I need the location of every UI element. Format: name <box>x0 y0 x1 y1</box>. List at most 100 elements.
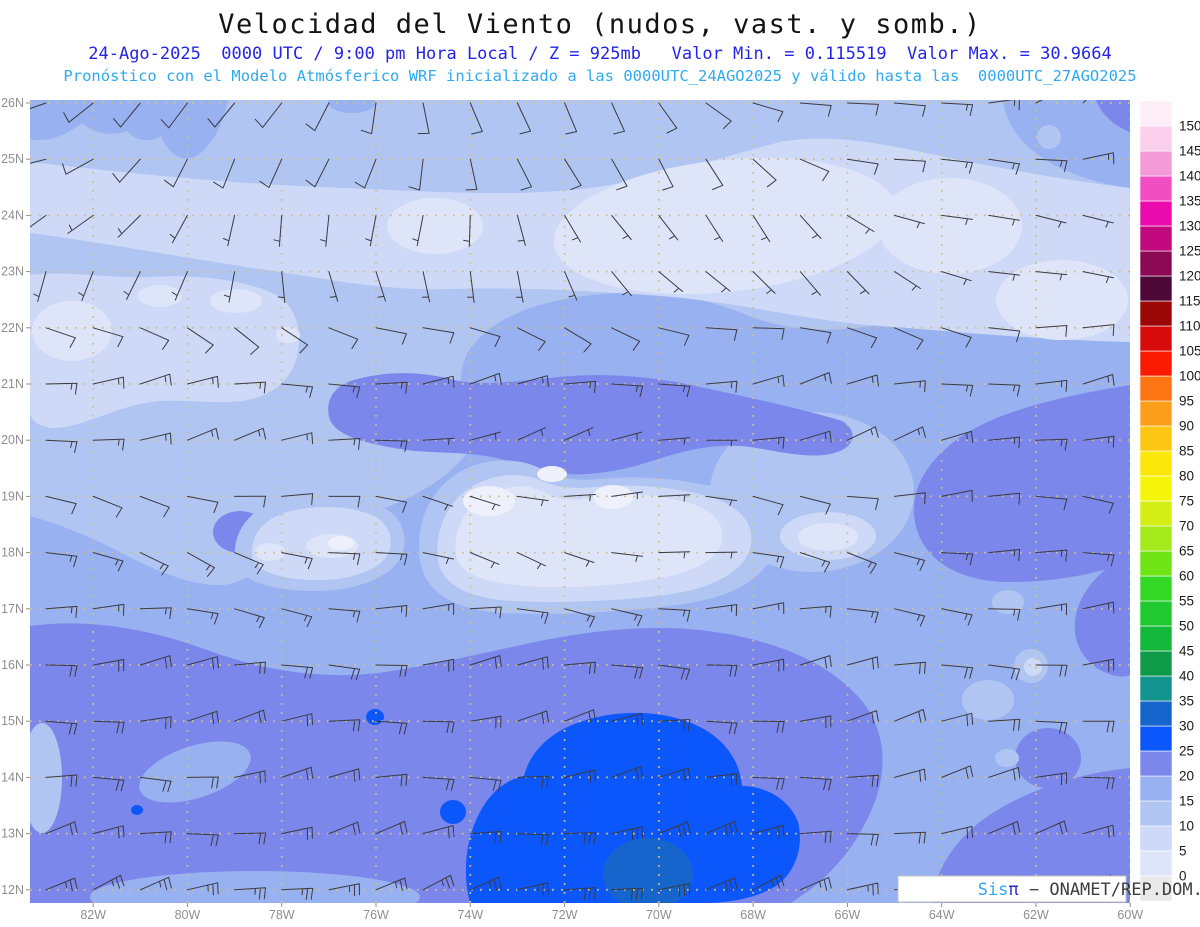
wind-barb <box>281 493 314 506</box>
wind-barb <box>941 158 973 174</box>
colorbar-label: 0 <box>1179 869 1187 884</box>
wind-barb <box>45 720 78 735</box>
wind-barb <box>611 271 632 297</box>
wind-barb <box>894 214 925 229</box>
watermark-separator: − <box>1019 880 1050 900</box>
wind-barb <box>469 831 502 844</box>
wind-barb <box>752 374 785 387</box>
wind-barb <box>328 768 361 782</box>
lat-tick-label: 17N <box>1 602 24 616</box>
colorbar-label: 135 <box>1179 194 1200 209</box>
wind-speed-band <box>1074 553 1130 677</box>
wind-speed-band <box>603 838 693 903</box>
wind-barb <box>658 102 678 134</box>
wind-barb <box>375 664 408 677</box>
wind-barb <box>894 831 926 844</box>
wind-barb <box>658 821 691 837</box>
wind-barb <box>516 495 549 507</box>
wind-speed-band <box>996 260 1128 340</box>
colorbar-label: 55 <box>1179 594 1194 609</box>
wind-barb <box>422 552 454 564</box>
wind-barb <box>941 214 973 225</box>
wind-barb <box>988 549 1021 561</box>
wind-barb <box>1035 820 1068 835</box>
wind-barb <box>611 552 643 562</box>
wind-barb <box>705 551 738 559</box>
colorbar-label: 45 <box>1179 644 1194 659</box>
wind-barb <box>422 375 455 388</box>
wind-barb <box>516 656 549 670</box>
colorbar-segment <box>1139 775 1173 802</box>
wind-barb-field <box>30 100 1130 901</box>
wind-speed-band <box>139 741 251 803</box>
watermark: Sisπ − ONAMET/REP.DOM. <box>897 875 1200 903</box>
wind-barb <box>234 495 267 508</box>
wind-speed-colorbar: 0 5 10 15 20 25 30 35 40 45 50 55 60 65 70 75 80 85 90 95 10… <box>1139 100 1200 902</box>
lat-tick-label: 26N <box>1 96 24 110</box>
wind-barb <box>894 709 927 723</box>
lat-tick-label: 13N <box>1 827 24 841</box>
wind-barb <box>467 271 475 303</box>
wind-barb <box>705 102 732 130</box>
wind-barb <box>752 552 785 568</box>
wind-barb <box>988 664 1021 681</box>
wind-barb <box>799 776 832 791</box>
colorbar-segment <box>1139 275 1173 302</box>
wind-speed-band <box>553 157 897 295</box>
wind-barb <box>281 826 313 840</box>
colorbar-segment <box>1139 500 1173 527</box>
wind-barb <box>846 271 870 295</box>
lon-tick-label: 80W <box>175 908 201 922</box>
wind-barb <box>375 605 408 617</box>
wind-barb <box>45 774 78 787</box>
lat-tick-label: 24N <box>1 208 24 222</box>
wind-speed-band <box>1015 728 1081 788</box>
wind-barb <box>281 383 314 398</box>
wind-speed-band <box>387 198 483 254</box>
wind-barb <box>611 431 643 441</box>
wind-barb <box>846 608 879 624</box>
colorbar-segment <box>1139 525 1173 552</box>
wind-barb <box>422 776 455 791</box>
lat-tick-label: 25N <box>1 152 24 166</box>
wind-speed-band <box>463 486 515 516</box>
lat-tick-label: 20N <box>1 433 24 447</box>
wind-barb <box>611 214 632 240</box>
colorbar-segment <box>1139 850 1173 877</box>
wind-barb <box>894 271 921 291</box>
colorbar-label: 80 <box>1179 469 1194 484</box>
wind-barb <box>1082 271 1114 283</box>
wind-barb <box>516 775 549 788</box>
wind-barb <box>320 214 330 247</box>
wind-barb <box>1082 495 1114 514</box>
colorbar-segment <box>1139 250 1173 277</box>
wind-barb <box>705 877 738 893</box>
colorbar-label: 20 <box>1179 769 1194 784</box>
wind-barb <box>422 874 455 891</box>
wind-barb <box>234 608 265 628</box>
wind-barb <box>375 877 408 892</box>
wind-barb <box>658 664 691 681</box>
wind-barb <box>1035 325 1068 337</box>
wind-barb <box>1035 214 1067 228</box>
wind-barb <box>846 158 879 175</box>
lon-tick-label: 76W <box>363 908 389 922</box>
colorbar-label: 75 <box>1179 494 1194 509</box>
wind-barb <box>516 833 549 846</box>
wind-barb <box>799 876 832 891</box>
wind-barb <box>564 427 594 441</box>
wind-speed-shading <box>30 100 1130 903</box>
wind-barb <box>375 327 407 345</box>
colorbar-segment <box>1139 600 1173 627</box>
wind-barb <box>1082 374 1115 386</box>
wind-barb <box>846 327 878 348</box>
wind-speed-band <box>1037 125 1061 149</box>
wind-barb <box>234 381 266 394</box>
wind-barb <box>988 271 1021 281</box>
colorbar-label: 10 <box>1179 819 1194 834</box>
lat-tick-label: 15N <box>1 714 24 728</box>
colorbar-segment <box>1139 550 1173 577</box>
wind-barb <box>611 766 644 780</box>
wind-barb <box>328 327 359 350</box>
